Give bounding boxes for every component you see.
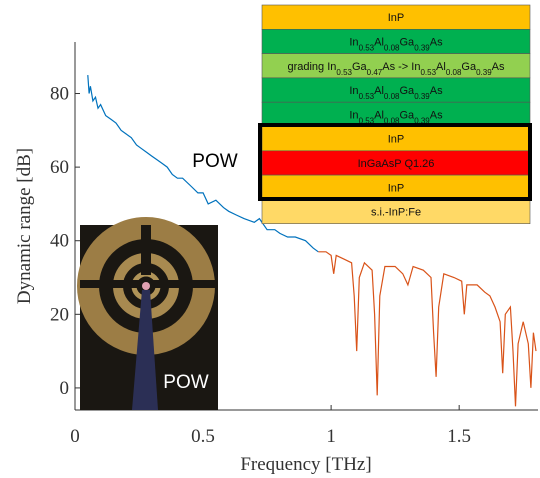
layer-label-part: As — [430, 36, 443, 48]
layer — [261, 28, 531, 54]
layer-label-part: In — [349, 85, 358, 97]
photo-label: POW — [163, 372, 208, 393]
layer-label-part: InP — [388, 134, 405, 146]
layer-label: InP — [388, 182, 405, 194]
layer-label-subscript: 0.53 — [420, 67, 436, 76]
photo-inset: POW — [77, 217, 218, 410]
layer-label-part: As — [430, 109, 443, 121]
layer-label-subscript: 0.39 — [414, 92, 430, 101]
layer-label-part: Ga — [461, 61, 477, 73]
data-line — [318, 251, 537, 407]
y-tick-label: 80 — [50, 84, 69, 105]
layer-label-part: As -> In — [382, 61, 420, 73]
layer-label-part: s.i.-InP:Fe — [371, 207, 421, 219]
layer-label-subscript: 0.08 — [446, 67, 462, 76]
layer-label-part: Al — [436, 61, 446, 73]
x-tick-label: 0 — [70, 426, 80, 447]
photo-gap — [141, 225, 151, 275]
plot-area: 0 20 40 60 80 0 0.5 1 1.5 — [50, 75, 537, 447]
layer-label: s.i.-InP:Fe — [371, 207, 421, 219]
layer-label-subscript: 0.53 — [359, 116, 375, 125]
layer-label-part: As — [430, 85, 443, 97]
layer-label: InGaAsP Q1.26 — [358, 158, 435, 170]
x-tick-label: 1 — [326, 426, 336, 447]
layer-label: InP — [388, 12, 405, 24]
y-tick-label: 20 — [50, 304, 69, 325]
layer-label-part: Al — [374, 36, 384, 48]
layer-label: grading In0.53Ga0.47As -> In0.53Al0.08Ga… — [287, 61, 505, 77]
y-tick-label: 60 — [50, 157, 69, 178]
layer-label-subscript: 0.39 — [414, 116, 430, 125]
layer-label-subscript: 0.08 — [384, 92, 400, 101]
layer-label: In0.53Al0.08Ga0.39As — [349, 109, 443, 125]
layer-label-subscript: 0.39 — [414, 43, 430, 52]
layer-label-subscript: 0.08 — [384, 43, 400, 52]
layer-label-part: InP — [388, 12, 405, 24]
layer-label-part: InGaAsP Q1.26 — [358, 158, 435, 170]
layer-label-part: Al — [374, 109, 384, 121]
x-tick-label: 1.5 — [447, 426, 471, 447]
layer-label-subscript: 0.08 — [384, 116, 400, 125]
data-line — [87, 75, 319, 253]
y-tick-label: 0 — [60, 378, 70, 399]
layer — [261, 4, 531, 30]
x-axis-label: Frequency [THz] — [240, 454, 371, 475]
x-tick-label: 0.5 — [191, 426, 215, 447]
photo-center — [142, 282, 150, 290]
layer-label-part: Ga — [352, 61, 368, 73]
layer-label: In0.53Al0.08Ga0.39As — [349, 85, 443, 101]
layer-label-part: Ga — [400, 36, 416, 48]
layer-label-part: Ga — [400, 109, 416, 121]
stack-label: POW — [192, 151, 237, 172]
layer-label-subscript: 0.53 — [359, 92, 375, 101]
layer-label-part: grading In — [287, 61, 336, 73]
layer-label-part: InP — [388, 182, 405, 194]
pow-outline — [258, 123, 532, 201]
layer-label: In0.53Al0.08Ga0.39As — [349, 36, 443, 52]
layer-label-subscript: 0.39 — [476, 67, 492, 76]
layer-label-part: In — [349, 36, 358, 48]
photo-feed — [132, 290, 158, 410]
y-tick-label: 40 — [50, 231, 69, 252]
y-axis-label: Dynamic range [dB] — [14, 148, 35, 304]
layer-label-subscript: 0.53 — [336, 67, 352, 76]
layer — [261, 199, 531, 224]
layer-label-subscript: 0.53 — [359, 43, 375, 52]
layer-label-part: In — [349, 109, 358, 121]
layer — [261, 77, 531, 103]
layer-label-part: Al — [374, 85, 384, 97]
layer-label-part: Ga — [400, 85, 416, 97]
layer-label-subscript: 0.47 — [367, 67, 383, 76]
layer-label-part: As — [492, 61, 505, 73]
layer-label: InP — [388, 134, 405, 146]
